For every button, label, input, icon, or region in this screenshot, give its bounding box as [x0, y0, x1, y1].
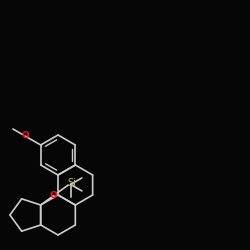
Text: Si: Si — [68, 178, 77, 188]
Text: O: O — [50, 191, 58, 200]
Text: O: O — [21, 132, 29, 140]
